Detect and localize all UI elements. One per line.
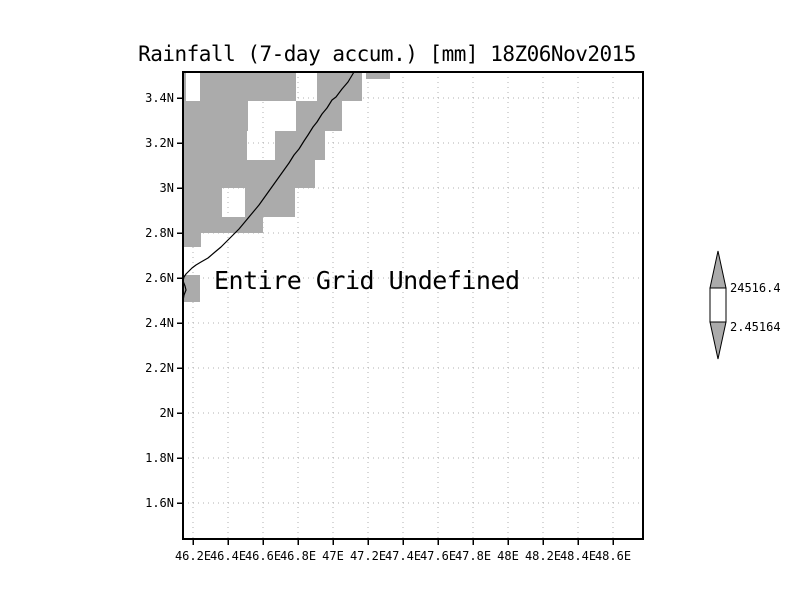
lon-label: 48.4E (560, 549, 596, 563)
undefined-message: Entire Grid Undefined (214, 266, 520, 295)
lon-label: 47.8E (455, 549, 491, 563)
lat-label: 2.4N (145, 316, 174, 330)
lat-label: 2N (160, 406, 174, 420)
shaded-cell (366, 72, 390, 79)
shaded-cell (317, 72, 362, 101)
lon-label: 46.6E (245, 549, 281, 563)
shaded-cell (183, 101, 248, 131)
colorbar-lower-label: 2.45164 (730, 320, 781, 334)
lat-label: 3.2N (145, 136, 174, 150)
lon-label: 48.6E (595, 549, 631, 563)
gridlines (183, 72, 643, 539)
lon-label: 46.8E (280, 549, 316, 563)
lon-label: 46.4E (210, 549, 246, 563)
colorbar-body (709, 287, 727, 323)
shaded-cell (275, 131, 325, 160)
shaded-cell (183, 217, 263, 233)
colorbar-upper-label: 24516.4 (730, 281, 781, 295)
lon-label: 47E (322, 549, 344, 563)
shaded-cell (183, 188, 222, 217)
lon-label: 46.2E (175, 549, 211, 563)
lon-label: 47.2E (350, 549, 386, 563)
coastline (182, 71, 355, 302)
shaded-cell (183, 233, 201, 247)
lat-label: 1.8N (145, 451, 174, 465)
lat-label: 3.4N (145, 91, 174, 105)
lat-label: 3N (160, 181, 174, 195)
axis-ticks (177, 97, 614, 545)
shaded-cell (183, 160, 315, 188)
lat-label: 2.2N (145, 361, 174, 375)
lon-label: 48E (497, 549, 519, 563)
colorbar: 24516.4 2.45164 (709, 250, 781, 360)
shaded-cell (183, 72, 296, 101)
plot-title: Rainfall (7-day accum.) [mm] 18Z06Nov201… (138, 42, 636, 66)
lon-label: 48.2E (525, 549, 561, 563)
lat-label: 2.6N (145, 271, 174, 285)
shaded-cell (183, 131, 247, 160)
lon-label: 47.4E (385, 549, 421, 563)
undefined-data-mask (183, 72, 390, 302)
map-frame (182, 71, 644, 540)
shaded-cell (296, 101, 342, 131)
lon-label: 47.6E (420, 549, 456, 563)
lat-label: 2.8N (145, 226, 174, 240)
shaded-cell (183, 275, 200, 302)
lat-label: 1.6N (145, 496, 174, 510)
mask-white-notch (186, 72, 200, 101)
